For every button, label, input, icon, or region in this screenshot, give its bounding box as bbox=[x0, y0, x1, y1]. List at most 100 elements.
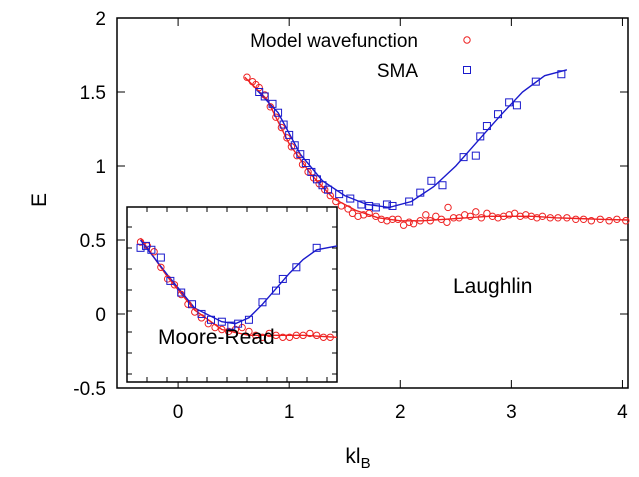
inset-model-point bbox=[224, 327, 233, 336]
inset-sma-point bbox=[197, 309, 206, 318]
main-sma-fit-line bbox=[255, 69, 568, 209]
main-sma-point bbox=[557, 70, 566, 79]
main-model-point bbox=[372, 212, 380, 221]
main-model-fit-line bbox=[244, 76, 629, 222]
main-sma-point bbox=[346, 194, 355, 203]
main-model-point bbox=[272, 113, 280, 121]
main-model-point bbox=[533, 214, 541, 222]
main-sma-point bbox=[494, 110, 503, 119]
main-sma-point bbox=[365, 201, 374, 210]
inset-sma-point bbox=[244, 315, 253, 324]
main-model-point bbox=[377, 215, 386, 223]
main-model-point bbox=[266, 103, 274, 111]
main-plot: 0 1 2 3 4 -0.5 0 0.5 1 1.5 2 bbox=[73, 9, 630, 423]
x-tick-label: 1 bbox=[284, 402, 295, 423]
x-tick-label: 2 bbox=[395, 402, 406, 423]
inset-model-point bbox=[299, 331, 307, 340]
main-model-point bbox=[538, 212, 547, 221]
main-model-point bbox=[455, 214, 463, 222]
y-tick-label: 0.5 bbox=[80, 231, 106, 252]
inset-sma-fit-line bbox=[139, 239, 338, 325]
main-sma-point bbox=[324, 185, 333, 194]
inset-model-point bbox=[157, 263, 165, 271]
main-sma-point bbox=[255, 88, 264, 96]
main-sma-point bbox=[279, 120, 288, 129]
main-sma-point bbox=[285, 130, 294, 139]
main-model-point bbox=[622, 217, 630, 225]
inset-sma-point bbox=[147, 245, 156, 254]
main-sma-point bbox=[382, 200, 391, 209]
main-model-point bbox=[243, 73, 251, 81]
main-sma-point bbox=[371, 203, 380, 212]
main-model-point bbox=[422, 211, 430, 219]
main-model-point bbox=[449, 214, 458, 222]
main-model-point bbox=[472, 208, 480, 216]
y-tick-label: 0 bbox=[95, 305, 106, 326]
inset-sma-point bbox=[217, 317, 226, 326]
main-tick-labels: 0 1 2 3 4 -0.5 0 0.5 1 1.5 2 bbox=[73, 9, 628, 423]
main-model-point bbox=[326, 191, 334, 200]
main-model-point bbox=[483, 209, 491, 218]
inset-model-point bbox=[326, 333, 334, 341]
main-model-point bbox=[505, 211, 513, 219]
inset-sma-point bbox=[278, 274, 287, 283]
main-model-point bbox=[277, 123, 286, 132]
main-model-point bbox=[587, 217, 596, 225]
moore-read-label: Moore-Read bbox=[158, 326, 275, 349]
main-model-point bbox=[348, 209, 357, 218]
main-model-point bbox=[444, 203, 452, 212]
main-sma-point bbox=[416, 188, 425, 197]
main-sma-point bbox=[476, 132, 485, 141]
main-sma-point bbox=[505, 98, 514, 107]
y-tick-label: 2 bbox=[95, 9, 106, 30]
main-sma-point bbox=[482, 122, 491, 131]
x-tick-label: 0 bbox=[173, 402, 184, 423]
inset-model-point bbox=[252, 331, 260, 340]
main-sma-point bbox=[512, 101, 521, 110]
main-model-point bbox=[572, 215, 580, 223]
main-sma-point bbox=[405, 197, 414, 206]
main-model-point bbox=[409, 220, 418, 228]
inset-model-point bbox=[218, 325, 226, 334]
laughlin-label: Laughlin bbox=[453, 275, 532, 298]
main-model-point bbox=[613, 215, 621, 223]
main-sma-point bbox=[471, 151, 480, 160]
main-model-point bbox=[437, 215, 446, 223]
y-axis-title: E bbox=[28, 193, 51, 207]
main-model-point bbox=[563, 214, 571, 222]
inset-axis-ticks bbox=[127, 207, 337, 382]
main-model-point bbox=[477, 214, 486, 222]
inset-sma-point bbox=[188, 300, 197, 309]
inset-sma-point bbox=[272, 286, 281, 295]
main-model-point bbox=[383, 217, 391, 225]
inset-model-point bbox=[258, 333, 267, 341]
inset-plot-frame bbox=[126, 206, 338, 383]
inset-sma-point bbox=[258, 298, 267, 307]
inset-sma-point bbox=[166, 276, 175, 285]
main-model-point bbox=[388, 215, 397, 223]
main-model-point bbox=[461, 211, 469, 219]
main-model-point bbox=[527, 212, 536, 221]
inset-data-points bbox=[136, 238, 334, 341]
legend-label-sma: SMA bbox=[377, 61, 419, 82]
main-model-point bbox=[605, 217, 613, 225]
inset-sma-point bbox=[234, 319, 243, 328]
inset-model-point bbox=[312, 331, 321, 340]
main-sma-point bbox=[312, 175, 321, 184]
x-tick-label: 3 bbox=[506, 402, 517, 423]
inset-model-point bbox=[184, 300, 192, 308]
main-model-point bbox=[416, 217, 424, 225]
legend-marker-sma bbox=[463, 66, 471, 74]
main-sma-point bbox=[268, 99, 277, 108]
main-sma-point bbox=[388, 201, 397, 210]
inset-sma-point bbox=[207, 315, 215, 324]
main-sma-point bbox=[274, 108, 283, 117]
legend-label-model: Model wavefunction bbox=[250, 31, 418, 52]
main-model-point bbox=[499, 212, 508, 221]
main-model-point bbox=[596, 215, 604, 223]
inset-model-point bbox=[150, 248, 158, 256]
main-sma-point bbox=[307, 167, 316, 176]
main-model-point bbox=[359, 211, 368, 219]
main-sma-point bbox=[357, 200, 366, 209]
main-model-point bbox=[443, 218, 451, 226]
